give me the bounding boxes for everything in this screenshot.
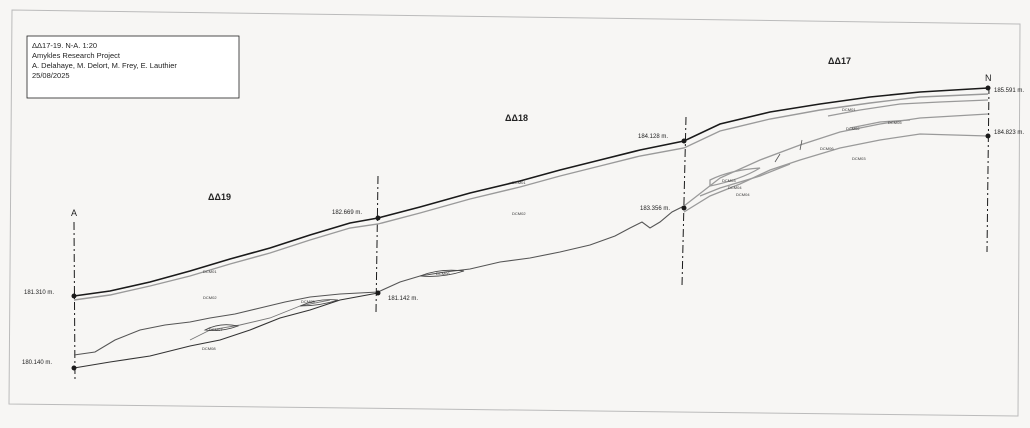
section-line-19-18 bbox=[375, 175, 379, 313]
layer-tag-5: DCM05 bbox=[301, 299, 315, 304]
layer-tag-1: DCM01 bbox=[203, 269, 217, 274]
lens-17-dcm02 bbox=[709, 167, 761, 187]
title-line-1: ΔΔ17-19. N-A. 1:20 bbox=[32, 41, 97, 50]
layer-line-17-e bbox=[849, 119, 911, 129]
endpoint-label-a: A bbox=[71, 208, 77, 218]
section-line-n bbox=[986, 85, 990, 253]
layer-tag-7: DCM01 bbox=[512, 180, 526, 185]
upper-surface-line bbox=[73, 87, 989, 297]
zone-label-17: ΔΔ17 bbox=[828, 56, 851, 66]
elevation-label-5: 184.128 m. bbox=[638, 134, 668, 140]
elevation-point-1 bbox=[71, 293, 77, 299]
layer-tag-13: DCM02 bbox=[846, 126, 860, 131]
elevation-point-3 bbox=[375, 215, 381, 221]
layer-tag-4: DCM07 bbox=[209, 327, 223, 332]
elevation-label-1: 181.310 m. bbox=[24, 290, 54, 296]
layer-tag-10: DCM04 bbox=[728, 185, 742, 190]
upper-surface-shadow bbox=[73, 93, 989, 301]
layer-line-17-b bbox=[683, 133, 989, 213]
section-line-18-17 bbox=[681, 116, 687, 287]
tick-marks-17 bbox=[774, 139, 803, 163]
title-line-4: 25/08/2025 bbox=[32, 71, 70, 80]
layer-tag-16: DCM06 bbox=[820, 146, 834, 151]
title-block bbox=[26, 35, 240, 99]
elevation-point-7 bbox=[985, 85, 991, 91]
layer-tag-6: DCM06 bbox=[436, 271, 450, 276]
title-line-3: A. Delahaye, M. Delort, M. Frey, E. Laut… bbox=[32, 61, 177, 70]
elevation-label-8: 184.823 m. bbox=[994, 130, 1024, 136]
layer-tag-14: DCM03 bbox=[852, 156, 866, 161]
elevation-label-6: 183.356 m. bbox=[640, 206, 670, 212]
elevation-point-6 bbox=[681, 205, 687, 211]
base-line-19 bbox=[73, 292, 379, 369]
elevation-point-5 bbox=[681, 138, 687, 144]
layer-tag-15: DCM04 bbox=[736, 192, 750, 197]
layer-line-17-d bbox=[827, 99, 989, 117]
sheet-frame bbox=[8, 9, 1021, 417]
elevation-point-8 bbox=[985, 133, 991, 139]
elevation-point-2 bbox=[71, 365, 77, 371]
layer-tag-3: DCM08 bbox=[202, 346, 216, 351]
lens-dcm06 bbox=[419, 269, 465, 277]
endpoint-label-n: N bbox=[985, 73, 992, 83]
layer-tag-8: DCM02 bbox=[512, 211, 526, 216]
layer-boundary-19 bbox=[189, 299, 331, 341]
elevation-label-7: 185.591 m. bbox=[994, 88, 1024, 94]
layer-tag-9: DCM03 bbox=[722, 178, 736, 183]
layer-line-17-a bbox=[683, 113, 989, 207]
title-line-2: Amykles Research Project bbox=[32, 51, 121, 60]
elevation-label-3: 182.669 m. bbox=[332, 210, 362, 216]
elevation-point-4 bbox=[375, 290, 381, 296]
zone-label-19: ΔΔ19 bbox=[208, 192, 231, 202]
layer-line-17-c bbox=[699, 163, 791, 197]
section-line-a bbox=[73, 221, 76, 381]
lens-dcm07 bbox=[203, 324, 240, 331]
zone-label-18: ΔΔ18 bbox=[505, 113, 528, 123]
lower-profile-line bbox=[73, 205, 685, 356]
layer-tag-2: DCM02 bbox=[203, 295, 217, 300]
layer-tag-11: DCM01 bbox=[842, 107, 856, 112]
layer-tag-12: DCM05 bbox=[888, 120, 902, 125]
elevation-label-4: 181.142 m. bbox=[388, 296, 418, 302]
elevation-label-2: 180.140 m. bbox=[22, 360, 52, 366]
lens-dcm05 bbox=[299, 299, 339, 307]
